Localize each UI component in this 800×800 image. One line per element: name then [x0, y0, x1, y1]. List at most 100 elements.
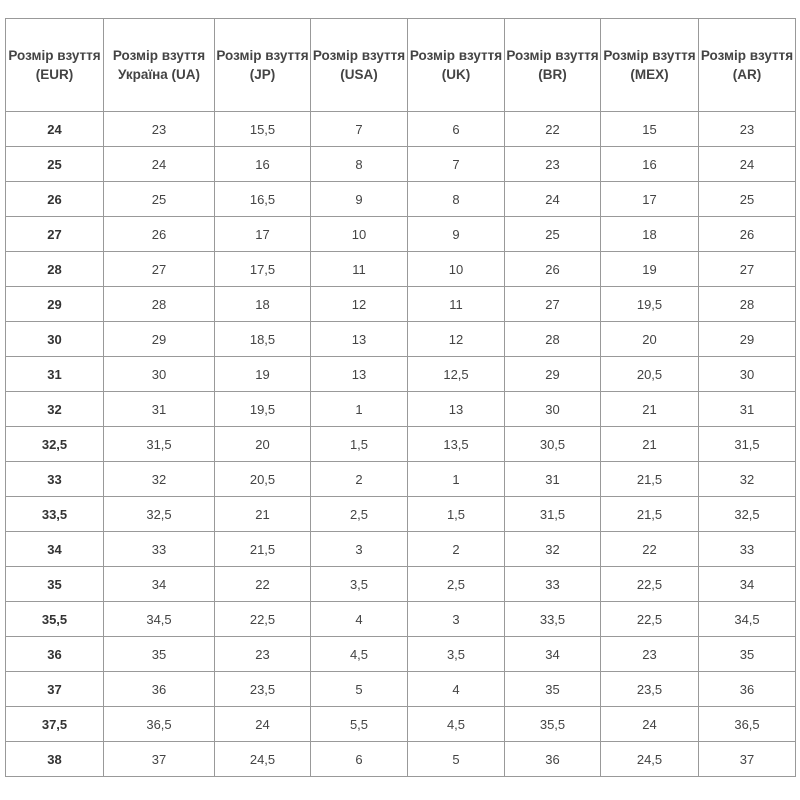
cell-br: 31 — [504, 461, 601, 497]
cell-uk: 1,5 — [407, 496, 505, 532]
cell-usa: 13 — [310, 321, 408, 357]
cell-jp: 15,5 — [214, 111, 311, 147]
cell-uk: 3 — [407, 601, 505, 637]
cell-ua: 36 — [103, 671, 215, 707]
cell-eur: 32,5 — [5, 426, 104, 462]
cell-ua: 30 — [103, 356, 215, 392]
cell-ar: 34 — [698, 566, 796, 602]
cell-ar: 35 — [698, 636, 796, 672]
cell-ua: 23 — [103, 111, 215, 147]
table-row: 27 26 17 10 9 25 18 26 — [5, 216, 796, 252]
cell-usa: 8 — [310, 146, 408, 182]
cell-mex: 15 — [600, 111, 699, 147]
cell-br: 33,5 — [504, 601, 601, 637]
cell-br: 31,5 — [504, 496, 601, 532]
cell-mex: 19 — [600, 251, 699, 287]
cell-ar: 25 — [698, 181, 796, 217]
cell-eur: 35 — [5, 566, 104, 602]
cell-br: 29 — [504, 356, 601, 392]
cell-usa: 3,5 — [310, 566, 408, 602]
cell-usa: 6 — [310, 741, 408, 777]
cell-ua: 25 — [103, 181, 215, 217]
table-row: 26 25 16,5 9 8 24 17 25 — [5, 181, 796, 217]
cell-eur: 34 — [5, 531, 104, 567]
cell-br: 22 — [504, 111, 601, 147]
cell-ua: 31 — [103, 391, 215, 427]
cell-usa: 3 — [310, 531, 408, 567]
cell-jp: 16 — [214, 146, 311, 182]
cell-eur: 37 — [5, 671, 104, 707]
cell-ua: 37 — [103, 741, 215, 777]
cell-uk: 4,5 — [407, 706, 505, 742]
cell-br: 25 — [504, 216, 601, 252]
column-header-uk: Розмір взуття (UK) — [407, 18, 505, 112]
cell-br: 23 — [504, 146, 601, 182]
cell-eur: 32 — [5, 391, 104, 427]
column-header-ua: Розмір взуття Україна (UA) — [103, 18, 215, 112]
cell-uk: 2,5 — [407, 566, 505, 602]
cell-uk: 13 — [407, 391, 505, 427]
table-row: 24 23 15,5 7 6 22 15 23 — [5, 111, 796, 147]
table-row: 33,5 32,5 21 2,5 1,5 31,5 21,5 32,5 — [5, 496, 796, 532]
cell-mex: 21 — [600, 426, 699, 462]
cell-ua: 34,5 — [103, 601, 215, 637]
cell-jp: 20 — [214, 426, 311, 462]
cell-ua: 29 — [103, 321, 215, 357]
cell-mex: 19,5 — [600, 286, 699, 322]
cell-uk: 6 — [407, 111, 505, 147]
cell-usa: 4,5 — [310, 636, 408, 672]
table-row: 36 35 23 4,5 3,5 34 23 35 — [5, 636, 796, 672]
cell-eur: 38 — [5, 741, 104, 777]
cell-usa: 11 — [310, 251, 408, 287]
cell-usa: 5,5 — [310, 706, 408, 742]
cell-jp: 19 — [214, 356, 311, 392]
cell-mex: 24,5 — [600, 741, 699, 777]
cell-ar: 24 — [698, 146, 796, 182]
cell-uk: 1 — [407, 461, 505, 497]
cell-jp: 18,5 — [214, 321, 311, 357]
cell-jp: 18 — [214, 286, 311, 322]
table-row: 30 29 18,5 13 12 28 20 29 — [5, 321, 796, 357]
cell-jp: 19,5 — [214, 391, 311, 427]
cell-usa: 4 — [310, 601, 408, 637]
cell-mex: 20,5 — [600, 356, 699, 392]
table-row: 35,5 34,5 22,5 4 3 33,5 22,5 34,5 — [5, 601, 796, 637]
cell-mex: 23,5 — [600, 671, 699, 707]
column-header-usa: Розмір взуття (USA) — [310, 18, 408, 112]
cell-ua: 35 — [103, 636, 215, 672]
cell-jp: 24 — [214, 706, 311, 742]
cell-uk: 4 — [407, 671, 505, 707]
cell-br: 34 — [504, 636, 601, 672]
cell-jp: 22,5 — [214, 601, 311, 637]
cell-br: 33 — [504, 566, 601, 602]
cell-mex: 21,5 — [600, 496, 699, 532]
cell-mex: 23 — [600, 636, 699, 672]
table-row: 32,5 31,5 20 1,5 13,5 30,5 21 31,5 — [5, 426, 796, 462]
cell-jp: 22 — [214, 566, 311, 602]
cell-eur: 28 — [5, 251, 104, 287]
cell-usa: 7 — [310, 111, 408, 147]
cell-br: 35 — [504, 671, 601, 707]
cell-ar: 33 — [698, 531, 796, 567]
cell-uk: 10 — [407, 251, 505, 287]
table-row: 38 37 24,5 6 5 36 24,5 37 — [5, 741, 796, 777]
cell-jp: 24,5 — [214, 741, 311, 777]
cell-br: 36 — [504, 741, 601, 777]
cell-ua: 24 — [103, 146, 215, 182]
cell-jp: 21,5 — [214, 531, 311, 567]
cell-ua: 32 — [103, 461, 215, 497]
cell-uk: 12,5 — [407, 356, 505, 392]
table-row: 37 36 23,5 5 4 35 23,5 36 — [5, 671, 796, 707]
cell-mex: 22,5 — [600, 601, 699, 637]
cell-jp: 17,5 — [214, 251, 311, 287]
cell-jp: 23 — [214, 636, 311, 672]
cell-usa: 2,5 — [310, 496, 408, 532]
cell-ua: 27 — [103, 251, 215, 287]
cell-ar: 37 — [698, 741, 796, 777]
column-header-jp: Розмір взуття (JP) — [214, 18, 311, 112]
cell-ar: 34,5 — [698, 601, 796, 637]
cell-ar: 31,5 — [698, 426, 796, 462]
cell-br: 35,5 — [504, 706, 601, 742]
cell-mex: 22,5 — [600, 566, 699, 602]
table-row: 34 33 21,5 3 2 32 22 33 — [5, 531, 796, 567]
